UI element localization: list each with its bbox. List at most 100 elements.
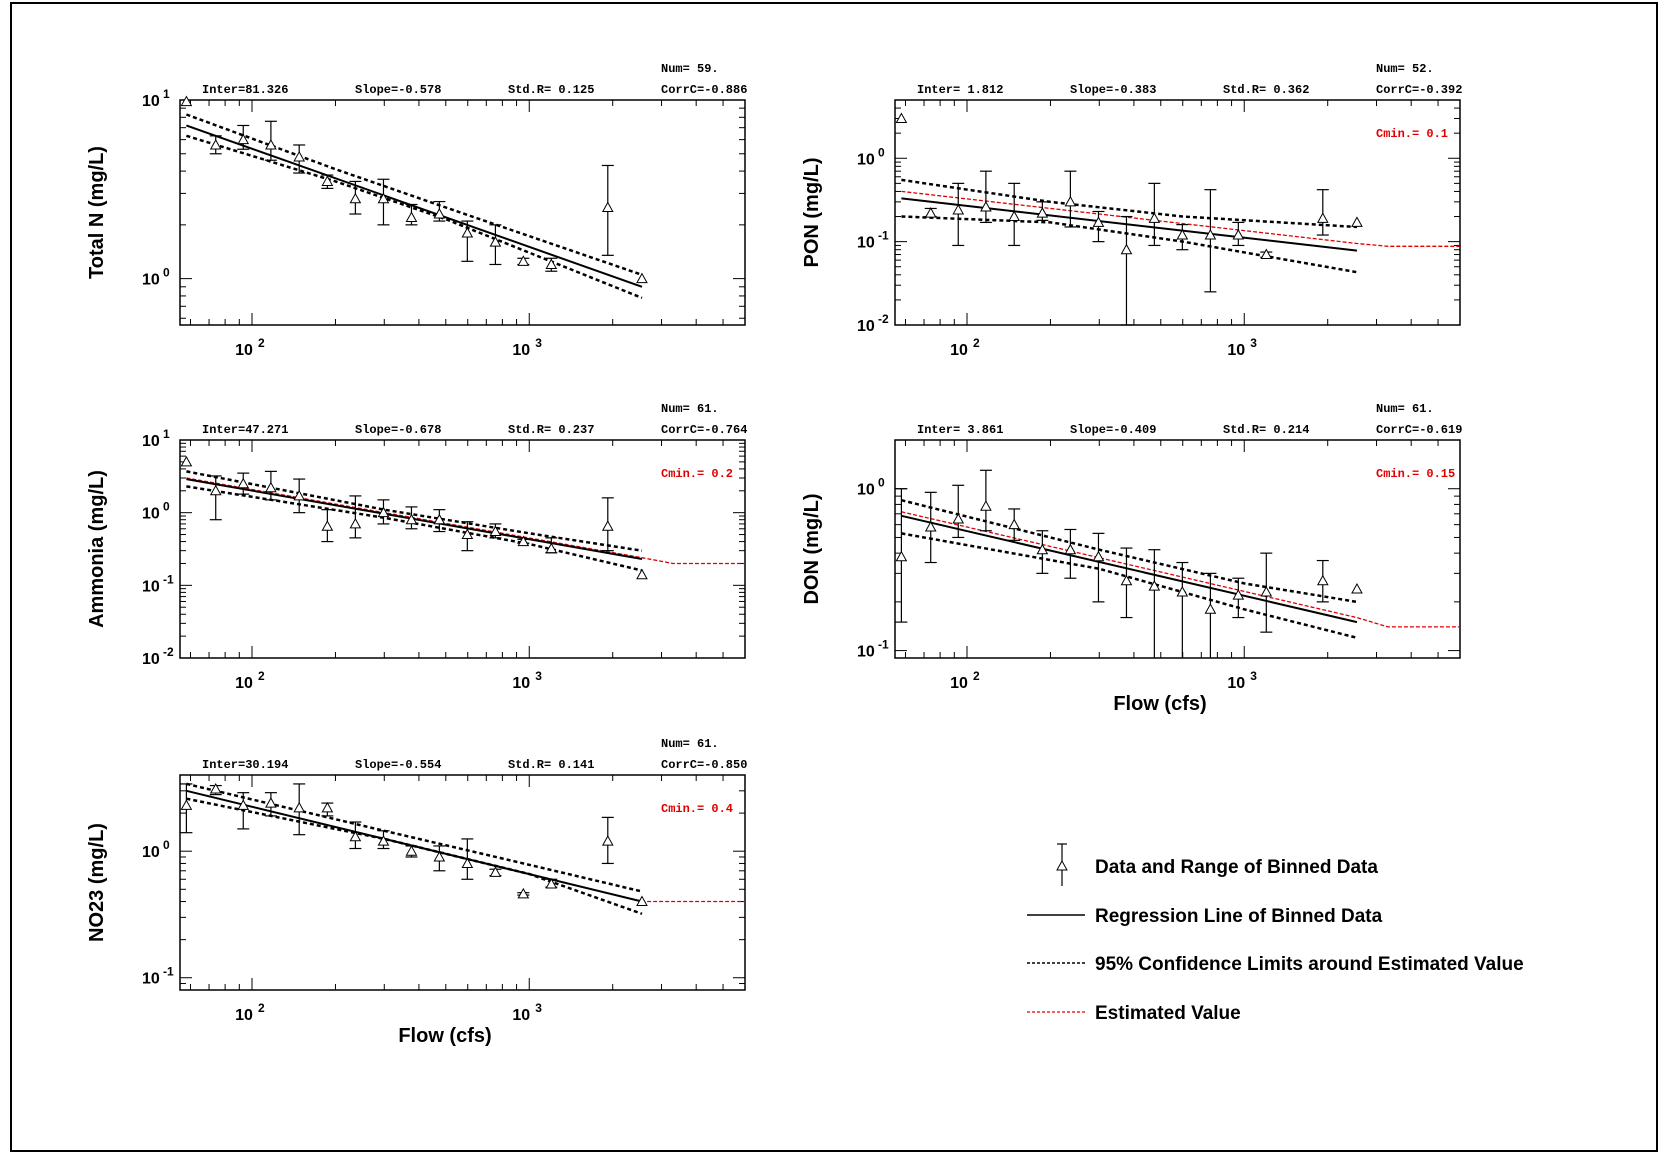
y-tick-exp: 1 [163,427,170,441]
data-point [1064,543,1077,555]
x-tick-exp: 2 [258,669,265,683]
y-tick-label: 10 [142,93,160,110]
data-point [265,797,277,808]
stat-num: Num= 61. [661,402,719,416]
lower-confidence-line [901,532,1358,640]
lower-confidence-line [186,797,643,915]
y-tick-exp: 0 [163,838,170,852]
data-point [1008,518,1021,530]
regression-line [186,124,643,288]
data-point [1351,583,1363,594]
y-tick-label: 10 [142,506,160,523]
data-point [1316,212,1329,223]
y-tick-label: 10 [857,151,875,168]
stat-slope: Slope=-0.554 [355,758,441,772]
legend-label: 95% Confidence Limits around Estimated V… [1095,954,1524,975]
x-tick-exp: 3 [535,669,542,683]
data-point [1148,212,1161,223]
stat-std-r: Std.R= 0.237 [508,423,594,437]
x-tick-exp: 2 [258,1001,265,1015]
data-point [293,150,306,162]
data-point [1176,229,1189,240]
y-tick-label: 10 [857,318,875,335]
regression-line [901,197,1358,252]
stat-slope: Slope=-0.409 [1070,423,1156,437]
data-point [433,207,446,219]
stat-std-r: Std.R= 0.125 [508,83,594,97]
data-point [237,477,250,489]
data-point [265,138,277,150]
data-point [377,192,390,204]
cmin-label: Cmin.= 0.1 [1376,127,1448,141]
estimated-value-line [901,190,1460,247]
plot-frame [179,774,746,991]
data-point [349,192,362,204]
plot-frame [179,439,746,659]
data-point [1232,589,1245,600]
y-axis-label: DON (mg/L) [801,493,823,604]
data-point [489,525,502,537]
lower-confidence-line [186,485,643,572]
data-point [461,528,474,540]
data-point [1036,543,1049,555]
data-point [405,513,418,525]
data-point [1064,195,1077,207]
cmin-label: Cmin.= 0.15 [1376,467,1455,481]
y-tick-exp: 0 [878,476,885,490]
stat-intercept: Inter=30.194 [202,758,288,772]
data-point [180,455,193,467]
x-tick-label: 10 [950,342,968,359]
stat-corr: CorrC=-0.392 [1376,83,1462,97]
data-point [1232,229,1245,240]
stat-std-r: Std.R= 0.141 [508,758,594,772]
data-point [601,520,614,531]
y-tick-exp: 1 [163,87,170,101]
x-axis-label: Flow (cfs) [1113,693,1206,715]
stat-slope: Slope=-0.578 [355,83,441,97]
data-point [1260,586,1273,597]
y-tick-exp: -1 [163,965,174,979]
y-tick-exp: -1 [163,572,174,586]
y-tick-exp: 0 [878,145,885,159]
data-point [980,500,992,511]
data-point [349,517,362,529]
data-point [952,203,965,215]
data-point [1092,550,1105,562]
data-point [1120,574,1133,586]
data-point [924,207,937,218]
y-tick-exp: -1 [878,229,889,243]
x-tick-label: 10 [1227,675,1245,692]
y-tick-label: 10 [857,235,875,252]
stat-std-r: Std.R= 0.214 [1223,423,1309,437]
x-tick-exp: 2 [973,669,980,683]
stat-num: Num= 61. [661,737,719,751]
stat-intercept: Inter=81.326 [202,83,288,97]
data-point [1204,229,1217,240]
upper-confidence-line [185,113,643,276]
cmin-label: Cmin.= 0.2 [661,467,733,481]
stat-slope: Slope=-0.678 [355,423,441,437]
data-point [895,550,908,562]
y-axis-label: Ammonia (mg/L) [86,470,108,628]
legend-label: Data and Range of Binned Data [1095,857,1378,878]
data-point [293,801,306,813]
x-tick-label: 10 [235,1007,253,1024]
data-point [1120,243,1133,255]
data-point [1260,248,1273,260]
data-point [237,133,250,145]
y-tick-exp: 0 [163,266,170,280]
data-point [517,535,530,547]
data-point [517,887,530,899]
data-point [980,201,992,212]
legend-label: Regression Line of Binned Data [1095,906,1383,927]
regression-line [901,514,1358,624]
stat-num: Num= 61. [1376,402,1434,416]
data-point [1176,586,1189,597]
data-point [545,878,558,889]
lower-confidence-line [186,134,643,300]
stat-corr: CorrC=-0.850 [661,758,747,772]
